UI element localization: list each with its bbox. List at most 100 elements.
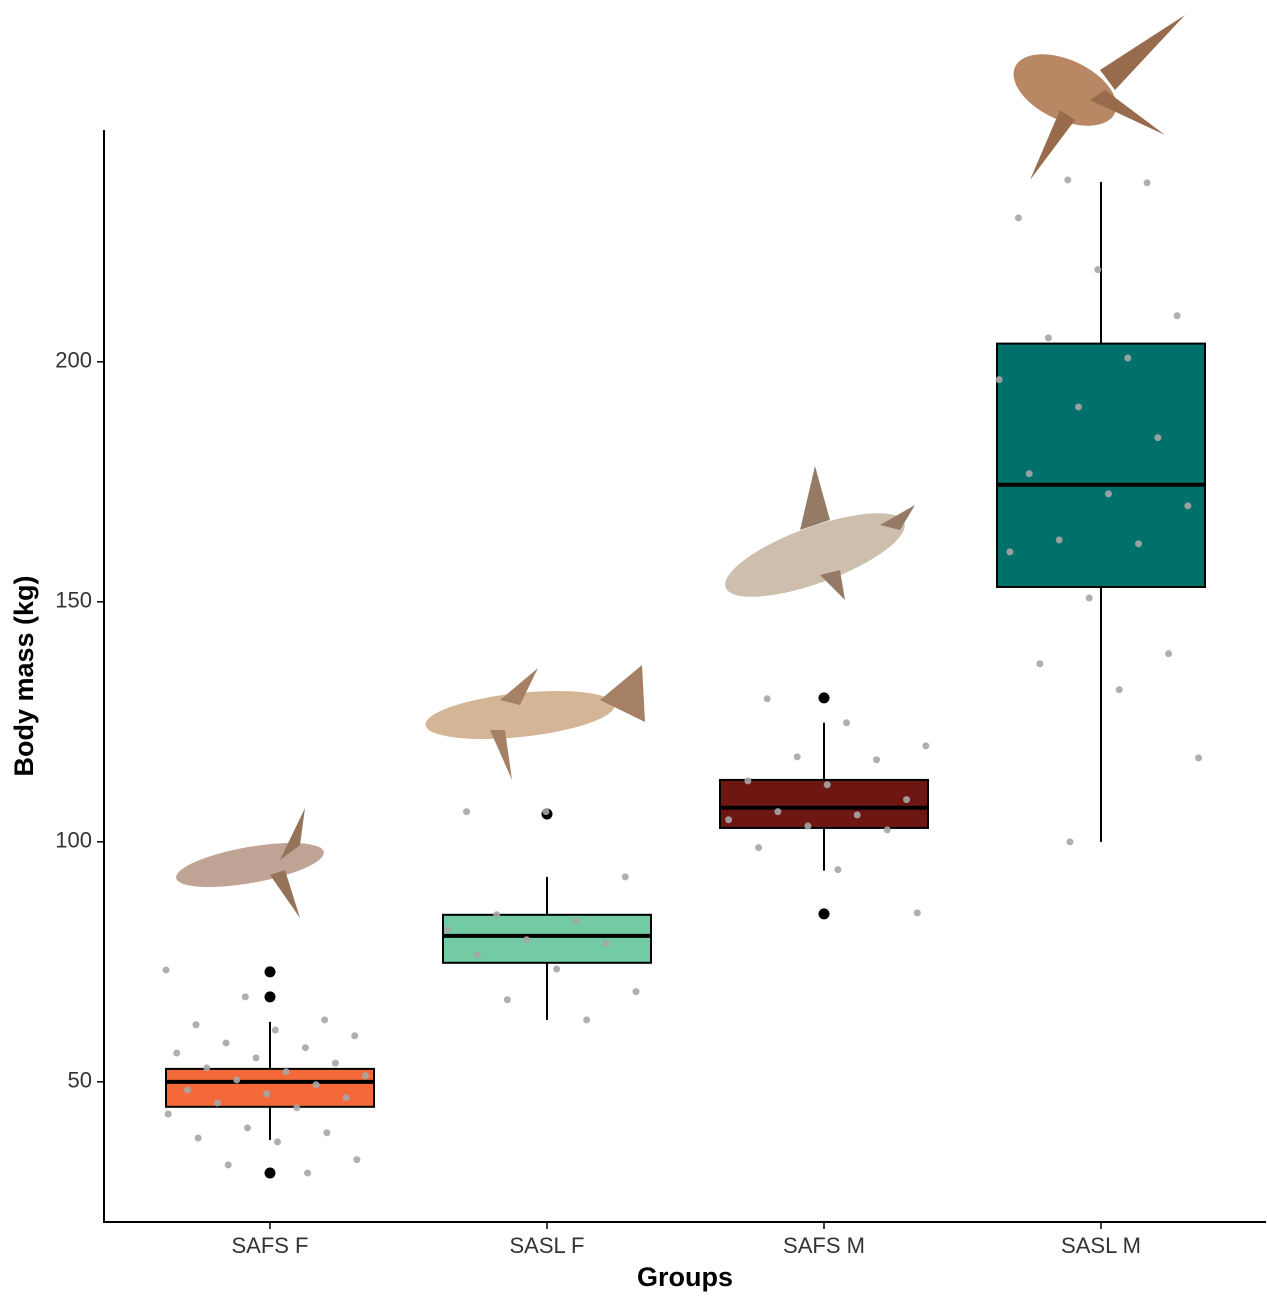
jitter-point <box>1094 266 1102 274</box>
jitter-point <box>293 1104 301 1112</box>
jitter-point <box>361 1072 369 1080</box>
jitter-point <box>503 996 511 1004</box>
jitter-point <box>1184 502 1192 510</box>
jitter-point <box>183 1086 191 1094</box>
jitter-point <box>744 777 752 785</box>
jitter-point <box>493 911 501 919</box>
outlier <box>818 692 830 704</box>
jitter-point <box>883 826 891 834</box>
jitter-point <box>1074 403 1082 411</box>
jitter-point <box>312 1081 320 1089</box>
jitter-point <box>274 1138 282 1146</box>
jitter-point <box>793 753 801 761</box>
jitter-point <box>763 695 771 703</box>
jitter-point <box>473 951 481 959</box>
x-axis-title: Groups <box>637 1262 733 1292</box>
jitter-point <box>1025 470 1033 478</box>
jitter-point <box>224 1161 232 1169</box>
x-tick-label: SASL F <box>510 1233 585 1258</box>
x-tick-label: SAFS M <box>783 1233 865 1258</box>
seal-2 <box>425 665 645 780</box>
jitter-point <box>572 917 580 925</box>
jitter-point <box>301 1044 309 1052</box>
outlier <box>264 1167 276 1179</box>
jitter-point <box>173 1049 181 1057</box>
jitter-point <box>843 719 851 727</box>
jitter-point <box>321 1016 329 1024</box>
outlier <box>818 908 830 920</box>
jitter-point <box>1066 838 1074 846</box>
jitter-point <box>804 822 812 830</box>
jitter-point <box>252 1054 260 1062</box>
jitter-point <box>1124 354 1132 362</box>
jitter-point <box>164 1110 172 1118</box>
jitter-point <box>823 781 831 789</box>
jitter-point <box>602 940 610 948</box>
jitter-point <box>834 866 842 874</box>
jitter-point <box>162 966 170 974</box>
jitter-point <box>463 808 471 816</box>
jitter-point <box>241 993 249 1001</box>
jitter-point <box>443 926 451 934</box>
jitter-point <box>243 1124 251 1132</box>
jitter-point <box>323 1129 331 1137</box>
jitter-point <box>203 1064 211 1072</box>
jitter-point <box>1165 650 1173 658</box>
jitter-point <box>553 965 561 973</box>
jitter-point <box>755 844 763 852</box>
y-tick-label: 100 <box>55 828 92 853</box>
jitter-point <box>271 1026 279 1034</box>
jitter-point <box>1154 434 1162 442</box>
jitter-point <box>1115 686 1123 694</box>
jitter-point <box>192 1021 200 1029</box>
seal-4 <box>1013 15 1185 180</box>
jitter-point <box>194 1134 202 1142</box>
jitter-point <box>1143 179 1151 187</box>
jitter-point <box>1006 548 1014 556</box>
jitter-point <box>774 808 782 816</box>
jitter-point <box>542 808 550 816</box>
jitter-point <box>1173 312 1181 320</box>
jitter-point <box>583 1016 591 1024</box>
jitter-point <box>331 1059 339 1067</box>
jitter-point <box>1135 540 1143 548</box>
jitter-point <box>353 1156 361 1164</box>
jitter-point <box>873 756 881 764</box>
jitter-point <box>523 936 531 944</box>
jitter-point <box>1064 176 1072 184</box>
seal-illustrations <box>176 15 1185 918</box>
y-tick-label: 200 <box>55 348 92 373</box>
box <box>996 342 1206 588</box>
jitter-point <box>995 376 1003 384</box>
jitter-point <box>853 811 861 819</box>
outlier <box>264 991 276 1003</box>
jitter-point <box>1055 536 1063 544</box>
jitter-point <box>222 1039 230 1047</box>
seal-3 <box>725 466 915 600</box>
outlier <box>264 966 276 978</box>
jitter-point <box>304 1169 312 1177</box>
jitter-point <box>351 1032 359 1040</box>
box <box>165 1067 375 1108</box>
jitter-point <box>1085 594 1093 602</box>
jitter-point <box>913 909 921 917</box>
seal-1 <box>176 808 324 918</box>
x-tick-label: SASL M <box>1061 1233 1141 1258</box>
jitter-point <box>342 1094 350 1102</box>
x-tick-label: SAFS F <box>231 1233 308 1258</box>
jitter-point <box>922 742 930 750</box>
jitter-point <box>263 1090 271 1098</box>
jitter-point <box>1195 754 1203 762</box>
jitter-point <box>725 816 733 824</box>
jitter-point <box>213 1099 221 1107</box>
jitter-point <box>1014 214 1022 222</box>
y-axis-title: Body mass (kg) <box>9 575 39 776</box>
y-tick-label: 50 <box>68 1068 92 1093</box>
y-tick-label: 150 <box>55 588 92 613</box>
jitter-point <box>1105 490 1113 498</box>
jitter-point <box>1036 660 1044 668</box>
jitter-point <box>632 988 640 996</box>
jitter-point <box>903 796 911 804</box>
